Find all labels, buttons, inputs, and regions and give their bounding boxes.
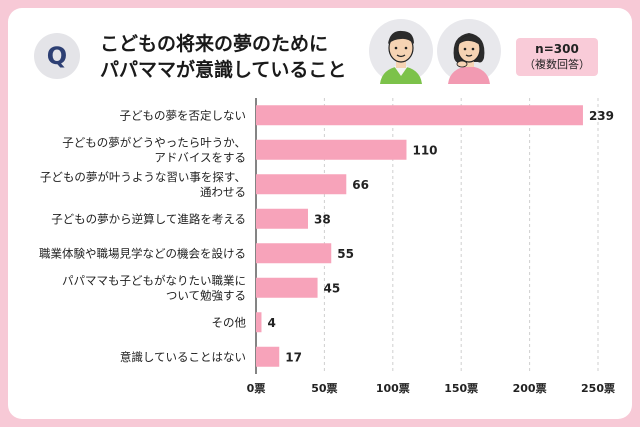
title-line-1: こどもの将来の夢のために bbox=[100, 33, 329, 55]
chart-card bbox=[8, 8, 632, 419]
father-avatar-icon bbox=[369, 19, 433, 84]
category-label: 職業体験や職場見学などの機会を設ける bbox=[39, 246, 246, 260]
data-label: 45 bbox=[324, 281, 341, 295]
question-badge: Q bbox=[34, 33, 80, 79]
category-label: 意識していることはない bbox=[120, 350, 246, 364]
category-label: パパママも子どもがなりたい職業について勉強する bbox=[62, 273, 246, 302]
bar bbox=[256, 243, 332, 264]
category-label: 子どもの夢を否定しない bbox=[120, 108, 247, 122]
bar bbox=[256, 174, 347, 195]
category-label: 子どもの夢がどうやったら叶うか、アドバイスをする bbox=[62, 135, 246, 164]
x-tick-label: 200票 bbox=[513, 382, 547, 395]
x-tick-label: 0票 bbox=[247, 382, 266, 395]
sample-size: n=300 bbox=[535, 42, 579, 56]
data-label: 239 bbox=[589, 109, 614, 123]
bar bbox=[256, 312, 262, 333]
bar bbox=[256, 139, 407, 160]
question-label: Q bbox=[46, 42, 68, 70]
mother-avatar-icon bbox=[437, 19, 501, 84]
data-label: 4 bbox=[267, 316, 275, 330]
page-title: こどもの将来の夢のために パパママが意識していること bbox=[100, 31, 370, 83]
x-tick-label: 100票 bbox=[376, 382, 410, 395]
x-tick-label: 250票 bbox=[581, 382, 615, 395]
data-label: 17 bbox=[285, 350, 302, 364]
bar bbox=[256, 346, 280, 367]
sample-size-badge: n=300 （複数回答） bbox=[516, 38, 598, 76]
bar bbox=[256, 208, 308, 229]
category-label: 子どもの夢から逆算して進路を考える bbox=[51, 212, 246, 226]
data-label: 110 bbox=[412, 143, 437, 157]
category-label: 子どもの夢が叶うような習い事を探す、通わせる bbox=[40, 170, 246, 199]
data-label: 66 bbox=[352, 178, 369, 192]
data-label: 55 bbox=[337, 247, 354, 261]
bar bbox=[256, 277, 318, 298]
x-tick-label: 50票 bbox=[311, 382, 337, 395]
bar bbox=[256, 105, 583, 126]
x-tick-label: 150票 bbox=[444, 382, 478, 395]
data-label: 38 bbox=[314, 212, 331, 226]
category-label: その他 bbox=[212, 315, 247, 329]
title-line-2: パパママが意識していること bbox=[100, 59, 347, 81]
sample-note: （複数回答） bbox=[524, 58, 590, 71]
